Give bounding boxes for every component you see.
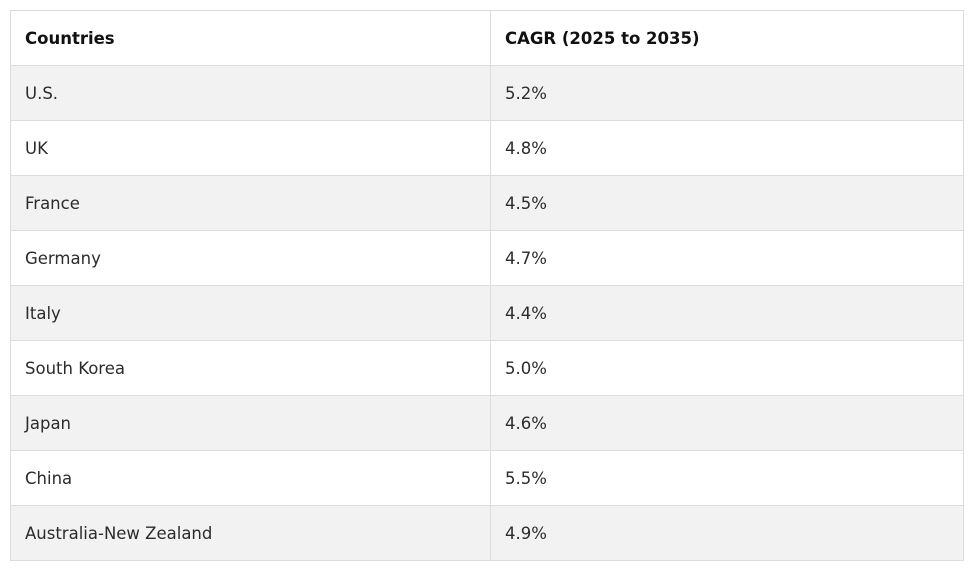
cagr-cell: 4.8% [490,120,964,176]
country-cell: France [10,175,491,231]
country-cell: China [10,450,491,506]
country-cell: South Korea [10,340,491,396]
header-cagr: CAGR (2025 to 2035) [490,10,964,66]
country-cell: U.S. [10,65,491,121]
country-cell: Germany [10,230,491,286]
cagr-table: Countries CAGR (2025 to 2035) U.S. 5.2% … [10,10,964,561]
table-row: Australia-New Zealand 4.9% [10,505,964,561]
cagr-cell: 4.4% [490,285,964,341]
table-row: UK 4.8% [10,120,964,176]
cagr-cell: 4.6% [490,395,964,451]
cagr-cell: 4.5% [490,175,964,231]
cagr-cell: 4.7% [490,230,964,286]
header-countries: Countries [10,10,491,66]
country-cell: Japan [10,395,491,451]
cagr-cell: 5.0% [490,340,964,396]
table-row: Germany 4.7% [10,230,964,286]
cagr-cell: 4.9% [490,505,964,561]
country-cell: UK [10,120,491,176]
table-row: Japan 4.6% [10,395,964,451]
cagr-cell: 5.2% [490,65,964,121]
table-row: China 5.5% [10,450,964,506]
table-row: France 4.5% [10,175,964,231]
table-row: Italy 4.4% [10,285,964,341]
table-row: U.S. 5.2% [10,65,964,121]
country-cell: Italy [10,285,491,341]
table-row: South Korea 5.0% [10,340,964,396]
country-cell: Australia-New Zealand [10,505,491,561]
table-header-row: Countries CAGR (2025 to 2035) [10,10,964,66]
cagr-cell: 5.5% [490,450,964,506]
